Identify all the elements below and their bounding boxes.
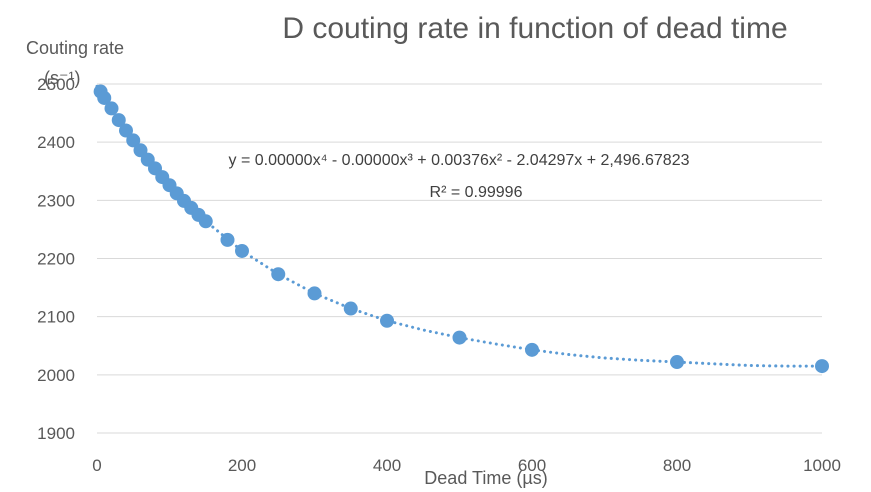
data-point-0-1 [97,90,112,105]
data-point-0-19 [307,286,322,301]
y-axis-unit: (s⁻¹) [44,68,80,88]
data-point-0-2 [104,101,119,116]
x-tick-1000: 1000 [803,456,841,475]
data-point-0-17 [235,243,249,258]
x-tick-600: 600 [518,456,546,475]
data-point-0-25 [815,359,829,374]
y-tick-2000: 2000 [37,366,75,385]
x-tick-800: 800 [663,456,691,475]
x-tick-400: 400 [373,456,401,475]
data-point-0-16 [220,232,235,247]
x-tick-200: 200 [228,456,256,475]
data-point-0-3 [111,113,126,128]
y-tick-2400: 2400 [37,133,75,152]
y-tick-1900: 1900 [37,424,75,443]
data-point-0-21 [380,313,394,328]
y-tick-2300: 2300 [37,191,75,210]
data-points [93,84,829,374]
chart-title: D couting rate in function of dead time [282,12,787,45]
gridlines [97,83,822,434]
data-point-0-4 [119,123,133,138]
data-point-0-23 [525,342,539,357]
data-point-0-18 [271,267,286,282]
y-tick-2100: 2100 [37,308,75,327]
data-point-0-24 [670,355,684,370]
y-axis-label: Couting rate [26,38,124,58]
trendline-r-squared: R² = 0.99996 [430,184,523,201]
x-tick-labels: 0 200 400 600 800 1000 [92,456,841,475]
x-axis-label: Dead Time (µs) [424,468,547,488]
y-tick-2500: 2500 [37,75,75,94]
data-point-0-5 [126,133,141,148]
data-point-0-20 [343,301,358,316]
trendline-equation: y = 0.00000x⁴ - 0.00000x³ + 0.00376x² - … [229,152,690,169]
data-point-0-15 [198,214,213,229]
y-tick-2200: 2200 [37,250,75,269]
x-tick-0: 0 [92,456,101,475]
y-tick-labels: 1900 2000 2100 2200 2300 2400 2500 [37,75,75,443]
data-point-0-22 [452,330,467,345]
